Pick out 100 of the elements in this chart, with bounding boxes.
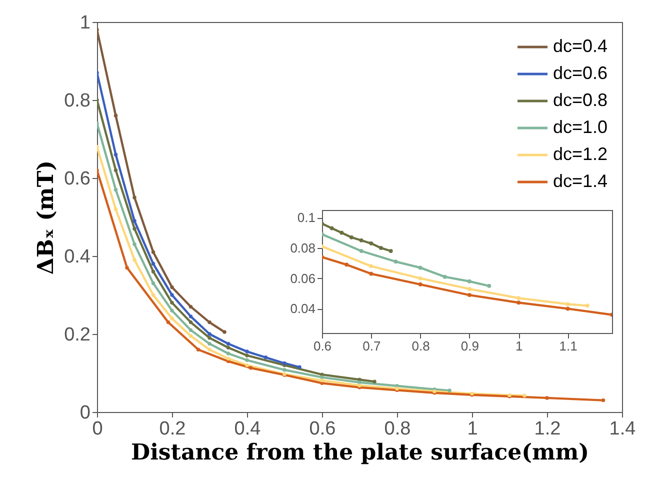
point xyxy=(448,388,452,392)
y-axis-title: ΔBₓ (mT) xyxy=(33,160,60,275)
x-tick-label: 1.1 xyxy=(559,338,578,354)
point xyxy=(330,226,334,230)
point xyxy=(320,375,324,380)
point xyxy=(369,241,374,246)
point xyxy=(516,296,521,300)
point xyxy=(114,207,118,212)
point xyxy=(245,350,249,354)
point xyxy=(467,293,472,298)
x-tick-label: 1 xyxy=(467,418,478,440)
point xyxy=(151,281,156,286)
point xyxy=(188,328,193,332)
point xyxy=(487,284,492,288)
point xyxy=(245,358,249,362)
point xyxy=(114,168,118,172)
point xyxy=(467,279,472,284)
point xyxy=(132,196,136,200)
legend-label: dc=1.2 xyxy=(553,144,608,164)
point xyxy=(349,235,354,240)
x-tick-label: 0.9 xyxy=(460,338,479,354)
point xyxy=(245,354,249,358)
y-tick-label: 0 xyxy=(80,402,90,424)
point xyxy=(166,320,170,324)
point xyxy=(418,276,422,280)
x-tick-label: 0.8 xyxy=(384,418,411,440)
point xyxy=(208,342,212,346)
legend-label: dc=0.8 xyxy=(553,90,608,110)
line-series xyxy=(322,255,612,317)
y-tick-label: 0.8 xyxy=(64,90,90,112)
point xyxy=(248,366,253,370)
point xyxy=(208,320,212,324)
point xyxy=(298,365,302,370)
point xyxy=(418,282,422,286)
point xyxy=(208,336,212,340)
legend-label: dc=0.4 xyxy=(553,36,608,56)
point xyxy=(358,380,362,384)
point xyxy=(125,266,129,270)
point xyxy=(132,226,136,231)
point xyxy=(585,304,590,308)
point xyxy=(114,188,118,192)
point xyxy=(344,262,349,267)
point xyxy=(132,258,136,262)
point xyxy=(418,266,422,270)
x-tick-label: 0.2 xyxy=(159,418,186,440)
x-tick-label: 0.7 xyxy=(362,338,381,354)
point xyxy=(114,152,118,156)
point xyxy=(388,249,393,253)
point xyxy=(208,348,212,352)
point xyxy=(394,260,398,264)
y-tick-label: 0.08 xyxy=(290,240,316,256)
y-tick-label: 0.4 xyxy=(64,246,91,268)
point xyxy=(282,368,286,372)
point xyxy=(188,320,193,324)
x-axis-title: Distance from the plate surface(mm) xyxy=(130,440,590,466)
point xyxy=(170,308,174,312)
point xyxy=(442,274,447,279)
point xyxy=(151,262,156,266)
point xyxy=(226,356,230,360)
point xyxy=(188,314,193,318)
point xyxy=(545,396,549,400)
point xyxy=(226,342,230,346)
y-tick-label: 0.06 xyxy=(290,270,316,286)
point xyxy=(222,330,226,334)
point xyxy=(516,300,521,305)
y-tick-label: 1 xyxy=(80,12,90,34)
x-tick-label: 1.4 xyxy=(609,418,636,440)
x-tick-label: 0.6 xyxy=(309,418,336,440)
x-tick-label: 0.8 xyxy=(412,338,430,354)
legend-label: dc=0.6 xyxy=(553,63,608,83)
point xyxy=(151,293,156,297)
point xyxy=(170,293,174,297)
point xyxy=(566,306,570,311)
point xyxy=(601,398,606,402)
y-tick-label: 0.6 xyxy=(64,168,90,190)
point xyxy=(264,356,268,360)
point xyxy=(132,242,136,246)
point xyxy=(359,238,364,242)
point xyxy=(188,334,193,338)
point xyxy=(359,249,364,253)
point xyxy=(378,246,383,250)
y-tick-label: 0.1 xyxy=(297,210,316,226)
point xyxy=(170,300,174,305)
x-tick-label: 0.4 xyxy=(234,418,262,440)
point xyxy=(151,250,156,254)
x-tick-label: 1.2 xyxy=(534,418,561,440)
point xyxy=(369,272,374,276)
y-tick-label: 0.04 xyxy=(290,301,316,316)
point xyxy=(566,302,570,306)
legend-label: dc=1.0 xyxy=(553,117,608,137)
point xyxy=(245,363,249,368)
point xyxy=(226,346,230,350)
point xyxy=(208,332,212,336)
point xyxy=(114,114,118,118)
point xyxy=(340,230,344,235)
point xyxy=(467,286,472,291)
point xyxy=(132,219,136,223)
point xyxy=(170,316,174,320)
legend-label: dc=1.4 xyxy=(553,171,608,191)
point xyxy=(188,304,193,309)
